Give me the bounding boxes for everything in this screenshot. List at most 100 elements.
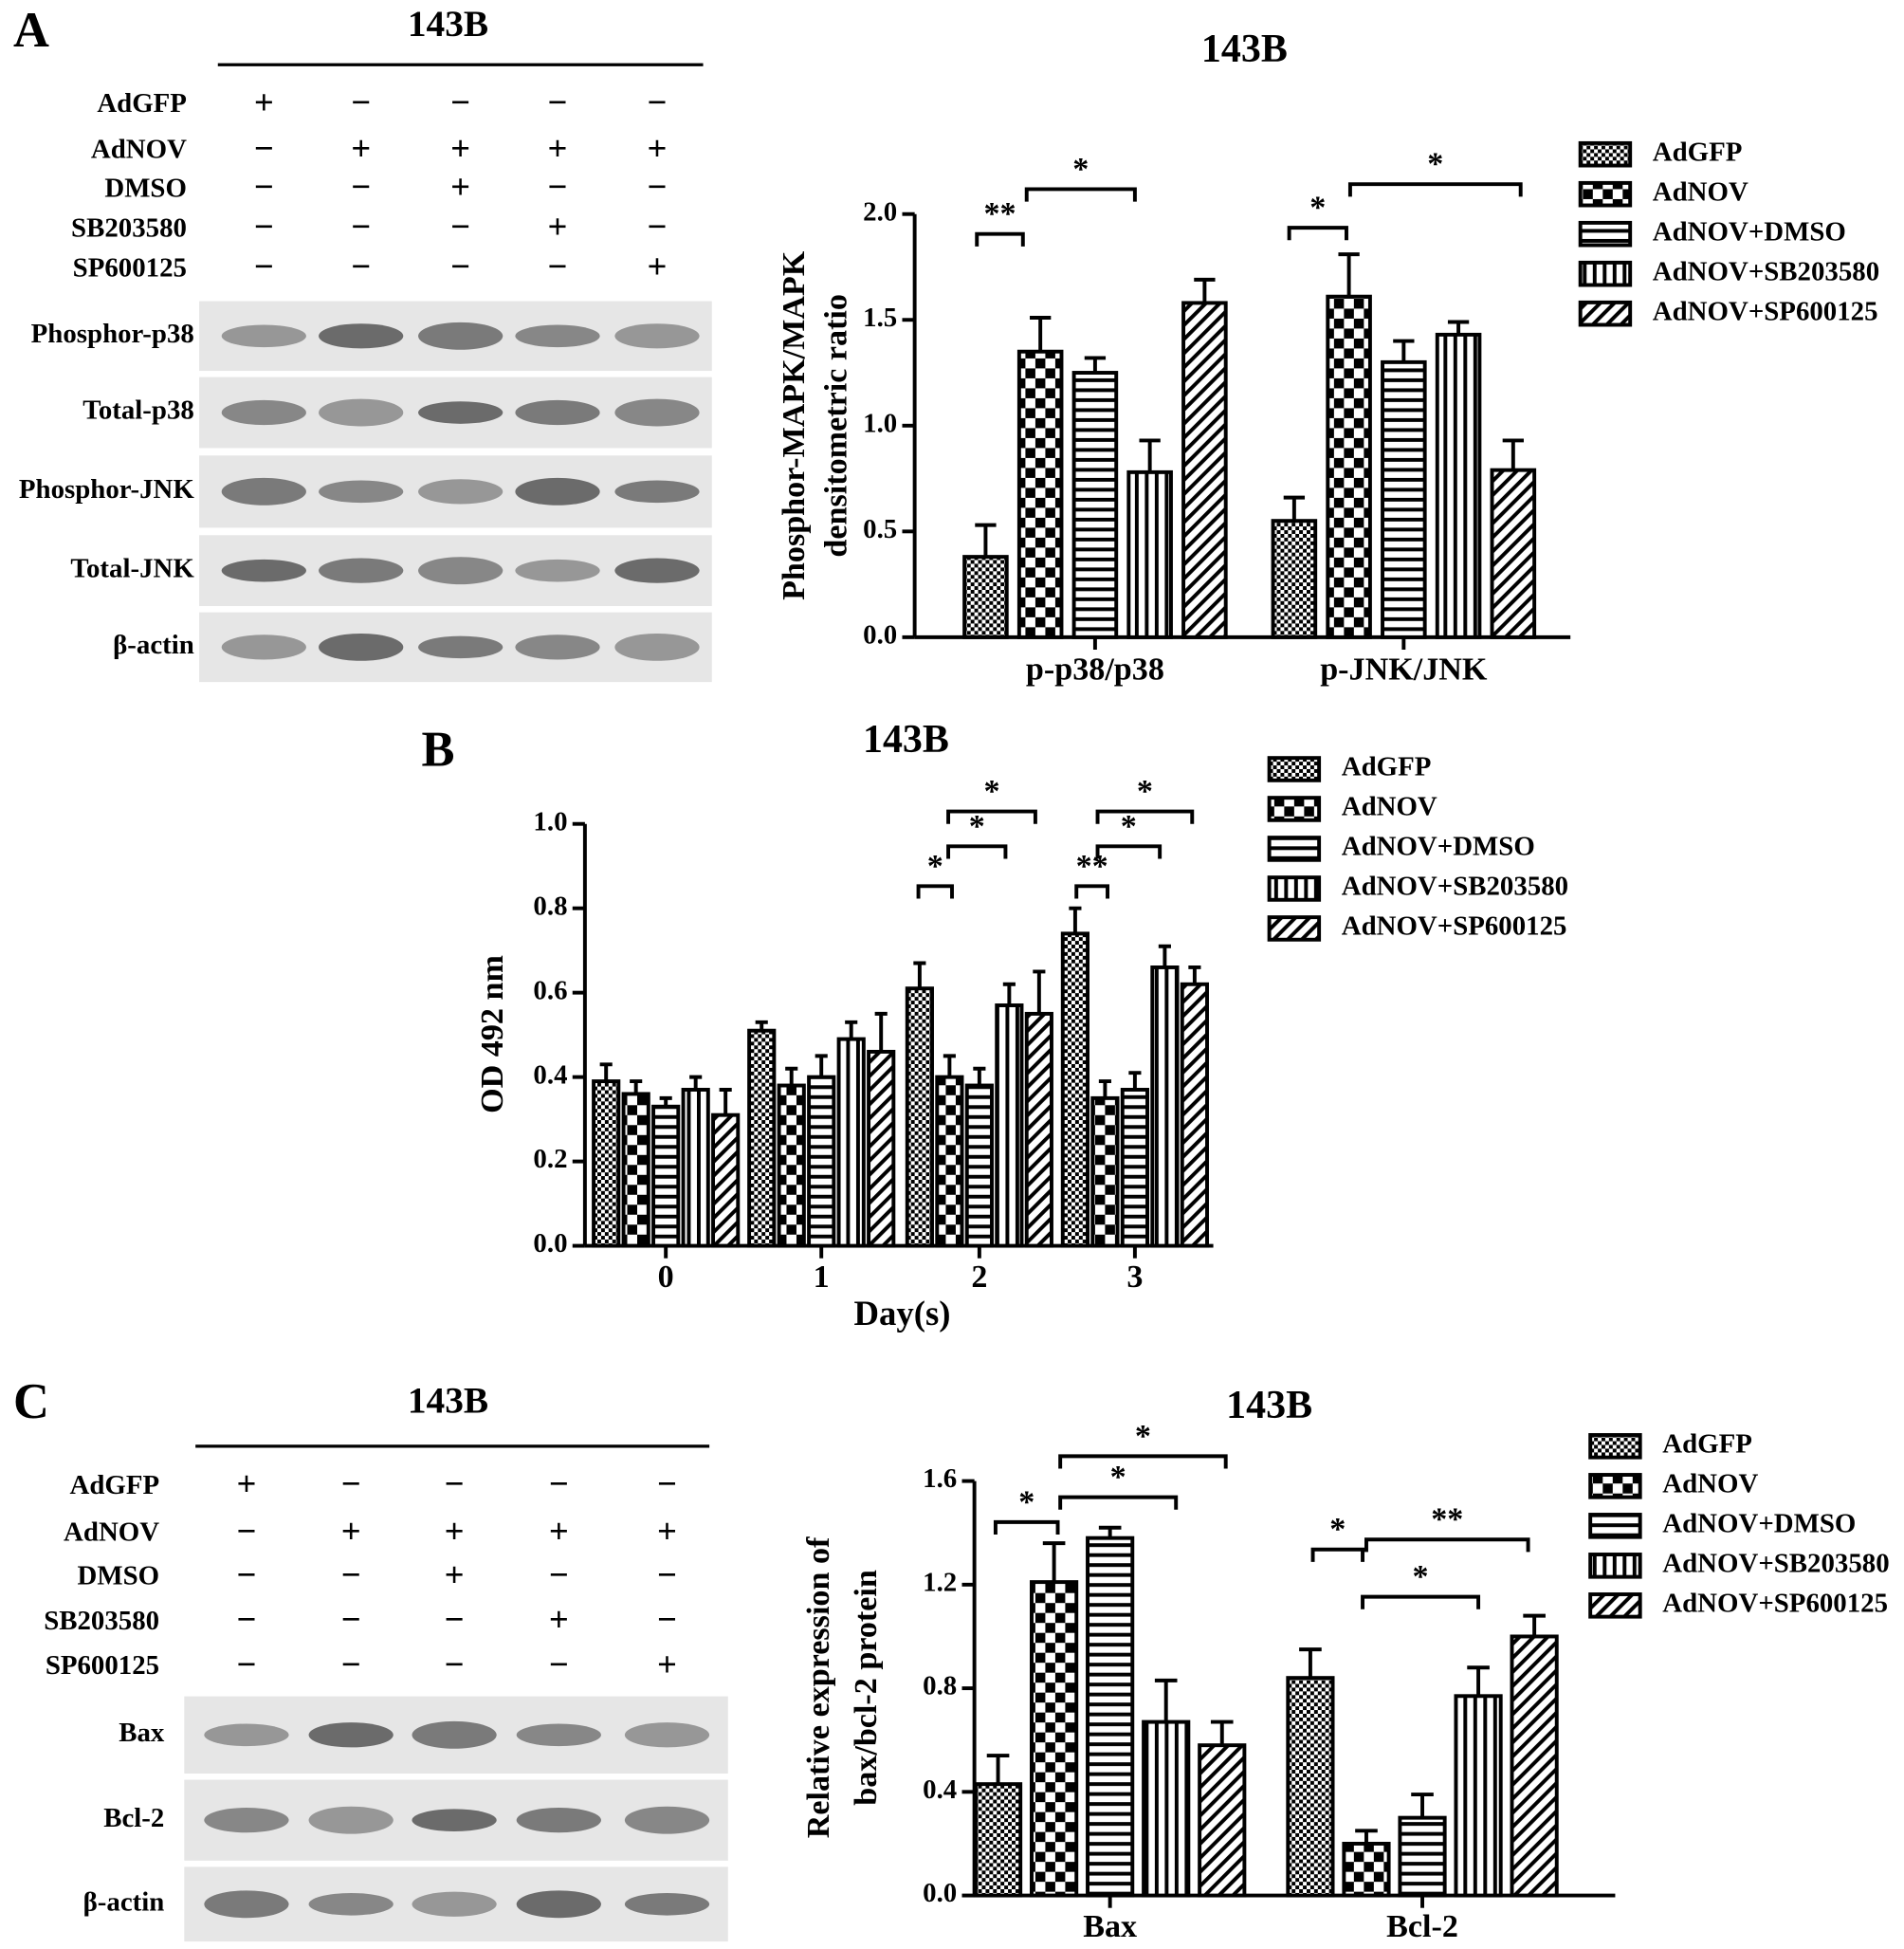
blot-band [412,1809,497,1831]
significance-label: ** [983,196,1016,231]
treatment-sign: − [445,1464,465,1503]
blot-band [516,1808,601,1833]
error-bar [1338,252,1360,297]
treatment-sign: − [341,1600,361,1639]
significance-label: * [1072,152,1089,187]
treatment-sign: − [548,167,568,206]
treatment-label: DMSO [77,1561,159,1591]
bar [1342,1841,1391,1898]
bar [1120,1088,1149,1248]
treatment-sign: − [341,1554,361,1593]
blot-band [204,1890,289,1919]
treatment-sign: + [445,1554,465,1593]
bar [1016,349,1064,639]
error-bar [659,1095,672,1107]
treatment-sign: − [351,207,371,246]
error-bar [785,1066,798,1086]
panel-letter: B [422,722,455,777]
bar [1198,1743,1247,1898]
treatment-sign: − [254,129,274,168]
blot-band [204,1723,289,1747]
bar [1435,332,1482,639]
blot-band [308,1892,394,1916]
blot-band [204,1808,289,1833]
blot-band [221,477,306,506]
band-label: β-actin [113,630,194,660]
treatment-sign: − [648,207,668,246]
blot-band [515,559,600,582]
bar [1181,301,1228,639]
significance-bracket [1095,809,1195,824]
treatment-sign: − [657,1554,677,1593]
significance-label: ** [1076,849,1108,884]
treatment-sign: + [648,247,668,285]
bar [1086,1535,1135,1898]
blot-band [515,399,600,426]
bar [1060,931,1090,1248]
legend-swatch [1588,1513,1642,1539]
treatment-sign: − [445,1645,465,1683]
panel-letter: A [13,3,49,58]
blot-band [308,1722,394,1748]
treatment-sign: − [549,1464,569,1503]
y-axis-label: densitometric ratio [818,294,853,558]
significance-bracket [1347,182,1523,197]
significance-label: * [1329,1512,1346,1547]
treatment-sign: − [351,83,371,121]
error-bar [1084,356,1107,374]
error-bar [1188,965,1201,984]
blot-band [319,398,404,427]
treatment-label: SB203580 [44,1606,159,1636]
treatment-sign: − [236,1600,256,1639]
significance-label: * [983,774,999,809]
treatment-sign: + [549,1511,569,1550]
error-bar [689,1075,703,1090]
legend-label: AdGFP [1662,1428,1752,1459]
y-tick-label: 0.6 [533,975,567,1005]
legend-label: AdNOV+DMSO [1342,832,1535,862]
x-tick-label: 0 [658,1259,674,1295]
x-tick-label: 2 [971,1259,987,1295]
y-tick-label: 2.0 [863,196,897,227]
blot-band [614,633,700,661]
bar [747,1028,777,1248]
treatment-sign: − [236,1645,256,1683]
bar [1150,965,1180,1248]
y-tick-label: 0.4 [923,1774,957,1805]
error-bar [1502,438,1524,470]
y-tick-label: 1.5 [863,303,897,333]
blot-band [516,1890,601,1919]
treatment-label: AdNOV [91,135,187,165]
treatment-sign: − [254,167,274,206]
treatment-label: SP600125 [73,252,187,283]
error-bar [1210,1719,1234,1746]
y-tick-label: 1.0 [533,806,567,837]
legend-swatch [1588,1553,1642,1579]
y-tick-label: 0.0 [863,620,897,651]
blot-band [614,398,700,427]
legend-label: AdNOV+SP600125 [1653,296,1878,326]
legend-label: AdNOV [1653,176,1748,207]
significance-bracket [1364,1537,1530,1553]
treatment-sign: + [351,129,371,168]
significance-bracket [946,809,1037,824]
bar [1326,294,1372,639]
blot-title: 143B [408,3,488,45]
legend-swatch [1578,300,1633,327]
bar [836,1037,866,1248]
y-tick-label: 1.2 [923,1567,957,1597]
bar [621,1092,650,1248]
treatment-label: DMSO [104,173,187,203]
bar [777,1083,806,1248]
legend-swatch [1588,1433,1642,1460]
y-tick-label: 0.8 [533,891,567,921]
error-bar [1393,339,1415,362]
error-bar [1002,982,1016,1006]
treatment-sign: + [341,1511,361,1550]
bar [935,1075,964,1248]
y-tick-label: 0.8 [923,1671,957,1701]
bar [1398,1815,1447,1898]
treatment-sign: − [450,207,470,246]
legend-label: AdNOV+DMSO [1662,1508,1856,1538]
